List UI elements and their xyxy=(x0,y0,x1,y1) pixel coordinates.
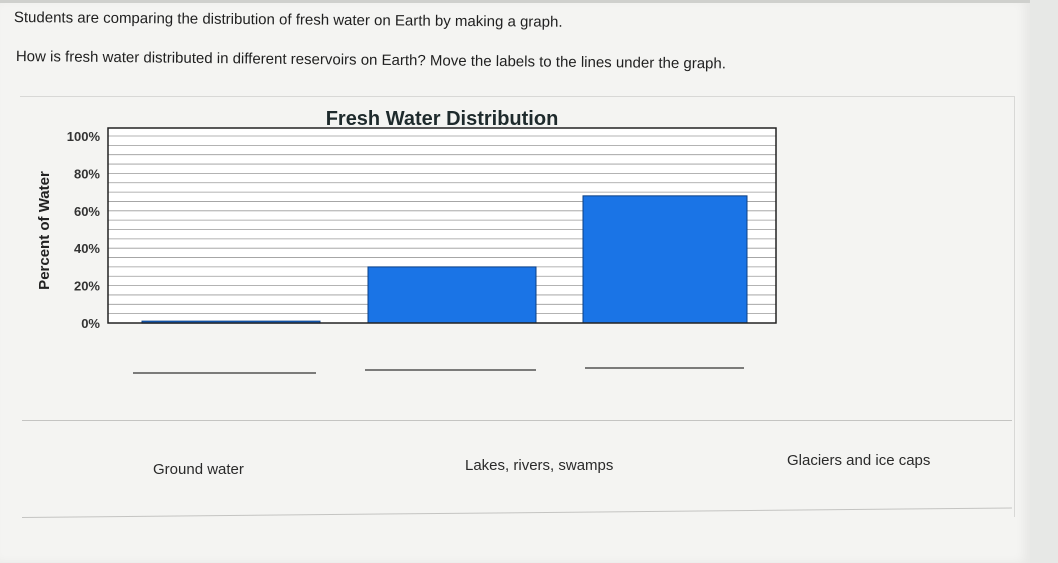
y-tick-label: 60% xyxy=(74,204,100,219)
bar-chart: Fresh Water Distribution 0% 20% 40% 60% 80% 10… xyxy=(36,108,777,374)
top-border xyxy=(0,0,1030,3)
question-page: Students are comparing the distribution … xyxy=(0,0,1030,563)
label-ground-water[interactable]: Ground water xyxy=(153,461,244,478)
label-lakes-rivers-swamps[interactable]: Lakes, rivers, swamps xyxy=(465,457,614,474)
bar-1 xyxy=(367,266,537,324)
label-glaciers-ice-caps[interactable]: Glaciers and ice caps xyxy=(787,452,931,469)
prompt-text: Students are comparing the distribution … xyxy=(13,8,563,31)
section-divider-top xyxy=(22,420,1012,421)
chart-title: Fresh Water Distribution xyxy=(326,108,559,130)
graph-panel: Fresh Water Distribution 0% 20% 40% 60% 80% 10… xyxy=(20,96,1015,517)
y-tick-label: 20% xyxy=(74,279,100,294)
y-tick-label: 80% xyxy=(74,166,100,181)
y-tick-label: 100% xyxy=(67,129,101,144)
bar-2 xyxy=(582,195,748,324)
plot-frame xyxy=(107,127,777,324)
y-tick-label: 40% xyxy=(74,241,100,256)
y-axis-label: Percent of Water xyxy=(36,171,53,290)
y-tick-label: 0% xyxy=(81,316,100,331)
question-text: How is fresh water distributed in differ… xyxy=(15,47,727,73)
